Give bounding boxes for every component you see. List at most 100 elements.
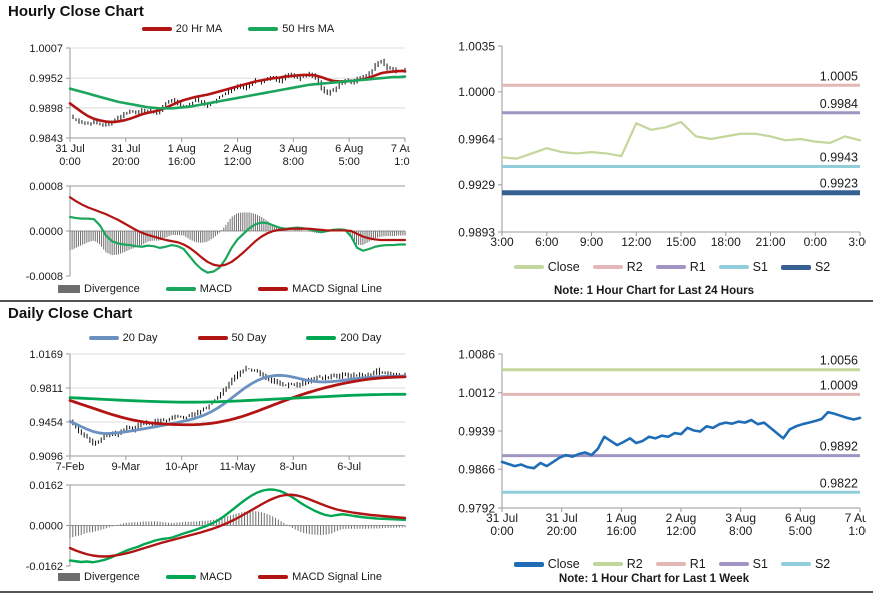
svg-text:2 Aug: 2 Aug — [223, 143, 251, 155]
line-swatch-icon — [248, 27, 279, 31]
svg-text:12:00: 12:00 — [666, 524, 696, 538]
svg-text:2 Aug: 2 Aug — [666, 511, 697, 525]
svg-text:20:00: 20:00 — [547, 524, 577, 538]
legend-item-r2: R2 — [592, 260, 643, 274]
line-swatch-icon — [306, 336, 337, 340]
daily-price-chart: 1.0169 0.9811 0.9454 0.9096 7-Feb 9-Mar 10-Apr… — [8, 346, 410, 478]
legend-label: 20 Day — [122, 332, 158, 344]
svg-text:1:00: 1:00 — [394, 156, 410, 168]
hourly-section-title: Hourly Close Chart — [8, 3, 144, 20]
svg-text:0.9454: 0.9454 — [29, 417, 63, 429]
svg-text:1 Aug: 1 Aug — [606, 511, 637, 525]
svg-text:6-Jul: 6-Jul — [337, 461, 361, 473]
svg-text:0.9964: 0.9964 — [458, 132, 495, 146]
svg-text:1 Aug: 1 Aug — [168, 143, 196, 155]
bar-swatch-icon — [58, 285, 81, 293]
svg-text:0.9952: 0.9952 — [29, 73, 63, 85]
svg-text:0.9843: 0.9843 — [29, 133, 63, 145]
hourly-macd-chart: 0.0008 0.0000 -0.0008 — [8, 178, 410, 283]
svg-text:12:00: 12:00 — [621, 235, 651, 249]
svg-text:3 Aug: 3 Aug — [725, 511, 756, 525]
legend-item-200-day: 200 Day — [306, 332, 381, 344]
line-swatch-icon — [592, 562, 623, 566]
line-swatch-icon — [258, 575, 289, 579]
svg-text:1.0007: 1.0007 — [29, 43, 63, 55]
legend-label: 50 Day — [231, 332, 267, 344]
line-swatch-icon — [258, 287, 289, 291]
svg-text:1.0169: 1.0169 — [29, 349, 63, 361]
legend-label: S2 — [814, 260, 831, 274]
svg-text:1:00: 1:00 — [848, 524, 866, 538]
legend-item-macd: MACD — [165, 283, 232, 295]
legend-item-20-hr-ma: 20 Hr MA — [141, 23, 222, 35]
daily-price-legend: 20 Day 50 Day 200 Day — [60, 330, 410, 346]
legend-item-divergence: Divergence — [58, 571, 140, 583]
line-swatch-icon — [165, 287, 196, 291]
line-swatch-icon — [655, 562, 686, 566]
legend-item-close: Close — [513, 557, 580, 571]
svg-text:1.0086: 1.0086 — [458, 347, 495, 361]
svg-text:16:00: 16:00 — [606, 524, 636, 538]
svg-text:0.0000: 0.0000 — [29, 226, 63, 238]
legend-item-r1: R1 — [655, 260, 706, 274]
legend-item-macd-signal-line: MACD Signal Line — [258, 571, 382, 583]
svg-text:18:00: 18:00 — [711, 235, 741, 249]
svg-text:21:00: 21:00 — [755, 235, 785, 249]
svg-text:1.0035: 1.0035 — [458, 39, 495, 53]
svg-text:-0.0008: -0.0008 — [26, 271, 63, 282]
hourly-pivot-legend: Close R2 R1 S1 S2 — [478, 259, 866, 275]
legend-label: MACD Signal Line — [292, 571, 382, 583]
daily-pivot-legend: Close R2 R1 S1 S2 — [478, 556, 866, 572]
svg-text:10-Apr: 10-Apr — [165, 461, 198, 473]
svg-text:1.0000: 1.0000 — [458, 85, 495, 99]
line-swatch-icon — [88, 336, 119, 340]
legend-label: Close — [547, 260, 580, 274]
svg-text:0.9096: 0.9096 — [29, 451, 63, 463]
svg-text:0:00: 0:00 — [804, 235, 828, 249]
legend-label: Close — [547, 557, 580, 571]
svg-text:7-Feb: 7-Feb — [56, 461, 85, 473]
svg-text:31 Jul: 31 Jul — [546, 511, 578, 525]
svg-text:0.9943: 0.9943 — [820, 151, 858, 165]
line-swatch-icon — [165, 575, 196, 579]
legend-label: MACD — [199, 571, 233, 583]
svg-text:0:00: 0:00 — [59, 156, 80, 168]
line-swatch-icon — [513, 561, 544, 567]
svg-text:0.0008: 0.0008 — [29, 181, 63, 193]
svg-text:0.9892: 0.9892 — [820, 440, 858, 454]
svg-text:5:00: 5:00 — [789, 524, 813, 538]
svg-text:31 Jul: 31 Jul — [111, 143, 140, 155]
hourly-price-chart: 1.0007 0.9952 0.9898 0.9843 31 Jul 0:00 31 Jul… — [8, 38, 419, 172]
legend-item-close: Close — [513, 260, 580, 274]
line-swatch-icon — [780, 562, 811, 566]
svg-text:0.9898: 0.9898 — [29, 103, 63, 115]
bar-swatch-icon — [58, 573, 81, 581]
legend-item-macd-signal-line: MACD Signal Line — [258, 283, 382, 295]
daily-macd-chart: 0.0162 0.0000 -0.0162 — [8, 480, 410, 573]
svg-text:0.9984: 0.9984 — [820, 97, 858, 111]
svg-text:0.9923: 0.9923 — [820, 177, 858, 191]
svg-text:16:00: 16:00 — [168, 156, 196, 168]
legend-item-divergence: Divergence — [58, 283, 140, 295]
svg-text:15:00: 15:00 — [666, 235, 696, 249]
legend-item-s2: S2 — [780, 557, 831, 571]
svg-text:11-May: 11-May — [220, 461, 256, 473]
svg-text:31 Jul: 31 Jul — [486, 511, 518, 525]
legend-label: S1 — [752, 557, 768, 571]
svg-text:6 Aug: 6 Aug — [335, 143, 363, 155]
hourly-pivot-chart: 1.0035 1.0000 0.9964 0.9929 0.9893 3:00 6:00 9:… — [442, 34, 872, 256]
svg-text:1.0005: 1.0005 — [820, 69, 858, 83]
legend-item-50-hrs-ma: 50 Hrs MA — [248, 23, 334, 35]
svg-text:0.9792: 0.9792 — [458, 501, 495, 515]
daily-macd-legend: Divergence MACD MACD Signal Line — [30, 570, 410, 584]
svg-text:8:00: 8:00 — [283, 156, 304, 168]
svg-text:6 Aug: 6 Aug — [785, 511, 816, 525]
daily-pivot-note: Note: 1 Hour Chart for Last 1 Week — [558, 573, 750, 585]
svg-text:0.9939: 0.9939 — [458, 424, 495, 438]
svg-text:3:00: 3:00 — [490, 235, 514, 249]
legend-label: R1 — [689, 557, 706, 571]
svg-text:0.0162: 0.0162 — [29, 480, 63, 492]
line-swatch-icon — [513, 265, 544, 269]
legend-label: S2 — [814, 557, 831, 571]
svg-text:1.0012: 1.0012 — [458, 386, 495, 400]
